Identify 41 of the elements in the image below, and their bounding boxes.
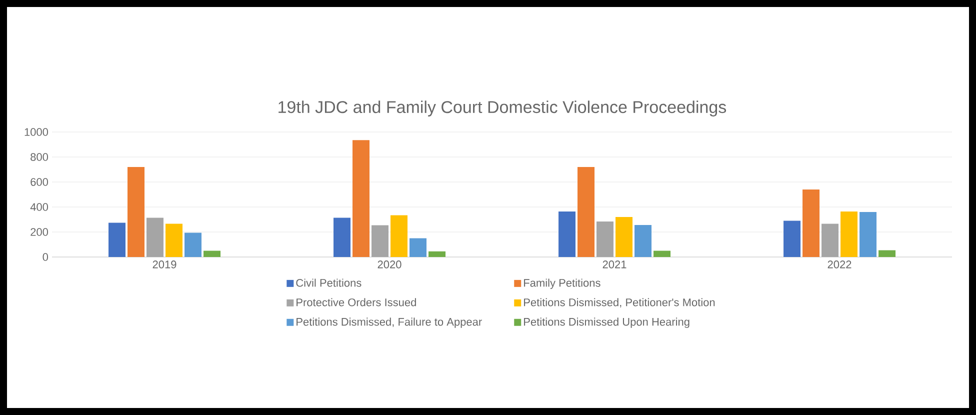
bar xyxy=(184,232,202,257)
legend-label: Protective Orders Issued xyxy=(296,298,416,306)
bar xyxy=(146,218,164,257)
bar xyxy=(428,251,446,257)
x-tick-label: 2022 xyxy=(828,260,852,268)
bar xyxy=(334,218,351,257)
legend-label: Civil Petitions xyxy=(296,278,362,287)
chart-title: 19th JDC and Family Court Domestic Violence Proceedings xyxy=(278,100,726,116)
bar xyxy=(558,211,576,257)
bar xyxy=(784,220,801,257)
bar xyxy=(822,224,839,257)
legend-label: Petitions Dismissed, Petitioner's Motion xyxy=(524,298,715,308)
x-tick-label: 2020 xyxy=(378,260,402,268)
legend-label: Petitions Dismissed, Failure to Appear xyxy=(296,318,482,328)
bar xyxy=(878,250,896,257)
bar xyxy=(166,224,183,257)
bar xyxy=(802,189,820,257)
y-tick-label: 1000 xyxy=(24,128,48,136)
bar xyxy=(410,238,427,257)
bar xyxy=(860,212,877,257)
y-tick-label: 600 xyxy=(30,178,48,186)
bar xyxy=(352,140,370,257)
bar xyxy=(204,250,221,257)
bar xyxy=(108,222,126,257)
legend-label: Family Petitions xyxy=(524,278,600,289)
y-tick-label: 0 xyxy=(42,253,48,261)
bar xyxy=(654,250,671,257)
legend-label: Petitions Dismissed Upon Hearing xyxy=(524,318,690,328)
bar xyxy=(634,224,652,257)
bar xyxy=(390,215,408,257)
bar xyxy=(128,167,145,257)
bar xyxy=(616,217,633,257)
y-tick-label: 800 xyxy=(30,153,48,161)
y-tick-label: 200 xyxy=(30,228,48,236)
x-tick-label: 2019 xyxy=(152,260,176,268)
y-tick-label: 400 xyxy=(30,203,48,211)
bar xyxy=(840,211,858,257)
bar xyxy=(578,167,595,257)
bar xyxy=(596,222,614,257)
bar xyxy=(372,225,389,257)
x-tick-label: 2021 xyxy=(602,260,626,268)
